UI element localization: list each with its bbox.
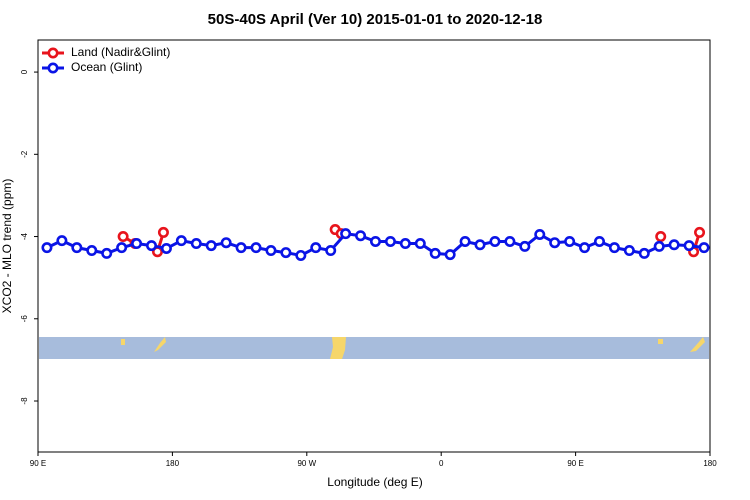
point (474, 239, 486, 251)
x-tick-label: 90 E (567, 459, 583, 468)
land-patch (121, 339, 125, 345)
y-tick-label: -4 (20, 232, 29, 240)
point (369, 235, 381, 247)
y-axis-label: XCO2 - MLO trend (ppm) (0, 179, 14, 314)
point (131, 238, 143, 250)
point (145, 240, 157, 252)
point (683, 240, 695, 252)
point (250, 242, 262, 254)
plot-frame (37, 39, 711, 453)
point (459, 235, 471, 247)
point (235, 242, 247, 254)
point (117, 231, 129, 243)
point (265, 245, 277, 257)
x-axis-label: Longitude (deg E) (327, 475, 422, 489)
point (384, 235, 396, 247)
point (41, 242, 53, 254)
legend-marker (47, 47, 59, 59)
point (444, 249, 456, 261)
series (41, 228, 710, 261)
point (399, 238, 411, 250)
y-tick-label: -8 (20, 397, 29, 405)
x-tick-label: 90 W (297, 459, 316, 468)
point (310, 242, 322, 254)
point (175, 235, 187, 247)
point (694, 226, 706, 238)
point (190, 238, 202, 250)
point (534, 228, 546, 240)
point (414, 238, 426, 250)
point (668, 239, 680, 251)
point (504, 235, 516, 247)
point (549, 237, 561, 249)
point (489, 235, 501, 247)
point (157, 226, 169, 238)
point (160, 242, 172, 254)
x-tick-label: 180 (166, 459, 180, 468)
point (638, 247, 650, 259)
land-patch (330, 337, 346, 359)
point (429, 247, 441, 259)
point (608, 242, 620, 254)
point (101, 247, 113, 259)
surface-band (39, 337, 709, 359)
legend-marker (47, 62, 59, 74)
legend-label: Land (Nadir&Glint) (71, 45, 170, 59)
y-tick-label: -6 (20, 315, 29, 323)
point (519, 240, 531, 252)
x-tick-label: 90 E (30, 459, 46, 468)
point (116, 242, 128, 254)
point (220, 237, 232, 249)
point (71, 242, 83, 254)
y-tick-label: -2 (20, 150, 29, 158)
point (579, 242, 591, 254)
land-patch (658, 339, 663, 344)
point (86, 245, 98, 257)
point (295, 249, 307, 261)
point (593, 235, 605, 247)
point (564, 235, 576, 247)
y-tick-label: 0 (20, 69, 29, 74)
point (655, 231, 667, 243)
point (653, 240, 665, 252)
point (698, 242, 710, 254)
point (56, 235, 68, 247)
land-patch (154, 337, 166, 352)
x-tick-label: 0 (439, 459, 444, 468)
chart-title: 50S-40S April (Ver 10) 2015-01-01 to 202… (208, 11, 543, 28)
point (280, 247, 292, 259)
point (340, 228, 352, 240)
x-tick-label: 180 (703, 459, 717, 468)
point (623, 245, 635, 257)
land-patch (690, 337, 705, 352)
point (355, 230, 367, 242)
point (205, 240, 217, 252)
series-line (122, 228, 701, 253)
ocean-band (39, 337, 709, 359)
point (325, 245, 337, 257)
legend-label: Ocean (Glint) (71, 60, 142, 74)
